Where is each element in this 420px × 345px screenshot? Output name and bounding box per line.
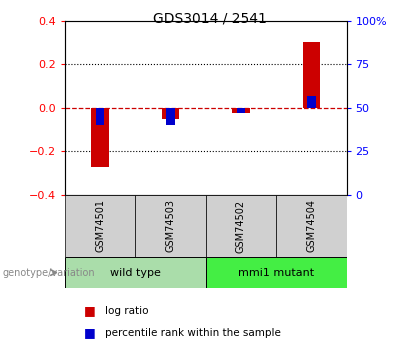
Bar — [232, 108, 250, 112]
Text: GSM74502: GSM74502 — [236, 199, 246, 253]
Bar — [65, 195, 135, 257]
Text: log ratio: log ratio — [105, 306, 149, 315]
Text: mmi1 mutant: mmi1 mutant — [238, 268, 314, 277]
Bar — [166, 108, 175, 125]
Text: GSM74503: GSM74503 — [165, 199, 176, 253]
Bar — [135, 195, 206, 257]
Bar — [206, 257, 346, 288]
Text: wild type: wild type — [110, 268, 161, 277]
Bar — [276, 195, 346, 257]
Text: percentile rank within the sample: percentile rank within the sample — [105, 328, 281, 338]
Bar — [92, 108, 109, 167]
Text: GSM74504: GSM74504 — [306, 199, 316, 253]
Bar — [65, 257, 206, 288]
Text: GDS3014 / 2541: GDS3014 / 2541 — [153, 11, 267, 26]
Bar — [96, 108, 105, 125]
Bar — [162, 108, 179, 119]
Bar — [307, 96, 315, 108]
Bar — [302, 42, 320, 108]
Text: ■: ■ — [84, 326, 96, 339]
Text: genotype/variation: genotype/variation — [2, 268, 95, 277]
Text: GSM74501: GSM74501 — [95, 199, 105, 253]
Text: ■: ■ — [84, 304, 96, 317]
Bar — [237, 108, 245, 113]
Bar — [206, 195, 276, 257]
